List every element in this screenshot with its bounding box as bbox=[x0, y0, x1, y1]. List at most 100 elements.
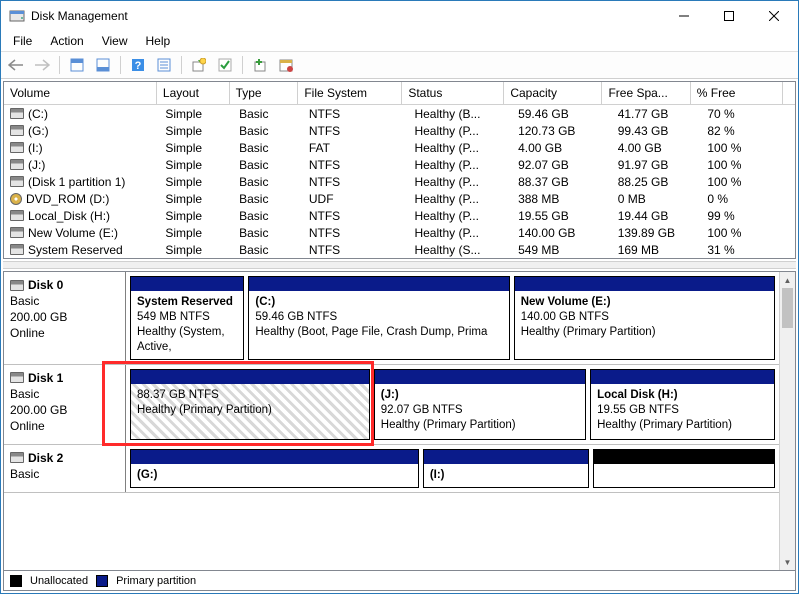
refresh-button[interactable] bbox=[188, 54, 210, 76]
help-button[interactable]: ? bbox=[127, 54, 149, 76]
partition[interactable]: (C:)59.46 GB NTFSHealthy (Boot, Page Fil… bbox=[248, 276, 509, 360]
volume-fs: NTFS bbox=[303, 123, 409, 139]
forward-button[interactable] bbox=[31, 54, 53, 76]
volume-row[interactable]: (J:)SimpleBasicNTFSHealthy (P...92.07 GB… bbox=[4, 156, 795, 173]
partition[interactable] bbox=[593, 449, 775, 488]
disk-partitions: (G:) (I:) bbox=[126, 445, 779, 492]
disk-label[interactable]: Disk 0Basic200.00 GBOnline bbox=[4, 272, 126, 364]
disk-icon bbox=[10, 372, 24, 383]
partition-title: System Reserved bbox=[137, 296, 233, 308]
partition-size: 19.55 GB NTFS bbox=[597, 404, 679, 416]
volume-row[interactable]: System ReservedSimpleBasicNTFSHealthy (S… bbox=[4, 241, 795, 258]
partition-title: (G:) bbox=[137, 469, 157, 481]
disk-icon bbox=[10, 280, 24, 291]
volume-icon bbox=[10, 176, 24, 187]
partition-stripe bbox=[249, 277, 508, 291]
settings-list-button[interactable] bbox=[153, 54, 175, 76]
pane-splitter[interactable] bbox=[3, 261, 796, 269]
volume-fs: NTFS bbox=[303, 157, 409, 173]
partition-stripe bbox=[515, 277, 774, 291]
volume-pctfree: 0 % bbox=[701, 191, 795, 207]
partition-stripe bbox=[424, 450, 588, 464]
back-button[interactable] bbox=[5, 54, 27, 76]
disk-label[interactable]: Disk 1Basic200.00 GBOnline bbox=[4, 365, 126, 444]
partition-health: Healthy (Boot, Page File, Crash Dump, Pr… bbox=[255, 326, 487, 338]
disk-type: Basic bbox=[10, 467, 119, 481]
volume-row[interactable]: (C:)SimpleBasicNTFSHealthy (B...59.46 GB… bbox=[4, 105, 795, 122]
col-layout[interactable]: Layout bbox=[157, 82, 230, 104]
col-type[interactable]: Type bbox=[230, 82, 299, 104]
partition-size: 92.07 GB NTFS bbox=[381, 404, 463, 416]
disk-size: 200.00 GB bbox=[10, 403, 119, 417]
close-button[interactable] bbox=[751, 2, 796, 30]
vertical-scrollbar[interactable]: ▲ ▼ bbox=[779, 272, 795, 570]
disk-state: Online bbox=[10, 419, 119, 433]
col-pctfree[interactable]: % Free bbox=[691, 82, 783, 104]
volume-free: 91.97 GB bbox=[612, 157, 702, 173]
col-volume[interactable]: Volume bbox=[4, 82, 157, 104]
properties-button[interactable] bbox=[275, 54, 297, 76]
partition[interactable]: (G:) bbox=[130, 449, 419, 488]
volume-pctfree: 82 % bbox=[701, 123, 795, 139]
col-filesystem[interactable]: File System bbox=[298, 82, 402, 104]
volume-icon bbox=[10, 193, 22, 205]
partition[interactable]: Local Disk (H:)19.55 GB NTFSHealthy (Pri… bbox=[590, 369, 775, 440]
menu-action[interactable]: Action bbox=[42, 32, 91, 50]
volume-list: Volume Layout Type File System Status Ca… bbox=[3, 81, 796, 259]
partition[interactable]: (J:)92.07 GB NTFSHealthy (Primary Partit… bbox=[374, 369, 586, 440]
volume-name: (Disk 1 partition 1) bbox=[28, 175, 125, 189]
volume-type: Basic bbox=[233, 140, 303, 156]
volume-capacity: 4.00 GB bbox=[512, 140, 612, 156]
volume-status: Healthy (P... bbox=[408, 191, 512, 207]
maximize-button[interactable] bbox=[706, 2, 751, 30]
partition[interactable]: 88.37 GB NTFSHealthy (Primary Partition) bbox=[130, 369, 370, 440]
partition-stripe bbox=[131, 277, 243, 291]
menu-file[interactable]: File bbox=[5, 32, 40, 50]
volume-row[interactable]: Local_Disk (H:)SimpleBasicNTFSHealthy (P… bbox=[4, 207, 795, 224]
partition-title: (J:) bbox=[381, 389, 399, 401]
volume-icon bbox=[10, 142, 24, 153]
partition-size: 59.46 GB NTFS bbox=[255, 311, 337, 323]
volume-row[interactable]: (Disk 1 partition 1)SimpleBasicNTFSHealt… bbox=[4, 173, 795, 190]
volume-row[interactable]: (I:)SimpleBasicFATHealthy (P...4.00 GB4.… bbox=[4, 139, 795, 156]
disk-partitions: 88.37 GB NTFSHealthy (Primary Partition)… bbox=[126, 365, 779, 444]
disk-row: Disk 0Basic200.00 GBOnlineSystem Reserve… bbox=[4, 272, 779, 365]
volume-row[interactable]: New Volume (E:)SimpleBasicNTFSHealthy (P… bbox=[4, 224, 795, 241]
view-top-button[interactable] bbox=[66, 54, 88, 76]
partition-health: Healthy (Primary Partition) bbox=[137, 404, 272, 416]
volume-free: 4.00 GB bbox=[612, 140, 702, 156]
volume-capacity: 388 MB bbox=[512, 191, 612, 207]
volume-name: (I:) bbox=[28, 141, 43, 155]
menu-view[interactable]: View bbox=[94, 32, 136, 50]
volume-fs: NTFS bbox=[303, 208, 409, 224]
menu-help[interactable]: Help bbox=[138, 32, 179, 50]
legend: Unallocated Primary partition bbox=[3, 571, 796, 591]
minimize-button[interactable] bbox=[661, 2, 706, 30]
disk-size: 200.00 GB bbox=[10, 310, 119, 324]
volume-name: (J:) bbox=[28, 158, 45, 172]
col-status[interactable]: Status bbox=[402, 82, 504, 104]
partition[interactable]: (I:) bbox=[423, 449, 589, 488]
volume-row[interactable]: DVD_ROM (D:)SimpleBasicUDFHealthy (P...3… bbox=[4, 190, 795, 207]
col-capacity[interactable]: Capacity bbox=[504, 82, 602, 104]
partition[interactable]: System Reserved549 MB NTFSHealthy (Syste… bbox=[130, 276, 244, 360]
disk-label[interactable]: Disk 2Basic bbox=[4, 445, 126, 492]
col-freespace[interactable]: Free Spa... bbox=[602, 82, 690, 104]
volume-free: 169 MB bbox=[612, 242, 702, 258]
volume-fs: NTFS bbox=[303, 225, 409, 241]
view-bottom-button[interactable] bbox=[92, 54, 114, 76]
partition-title: Local Disk (H:) bbox=[597, 389, 678, 401]
volume-capacity: 88.37 GB bbox=[512, 174, 612, 190]
new-volume-button[interactable] bbox=[249, 54, 271, 76]
action-check-button[interactable] bbox=[214, 54, 236, 76]
volume-pctfree: 100 % bbox=[701, 157, 795, 173]
volume-name: New Volume (E:) bbox=[28, 226, 118, 240]
legend-unalloc-swatch bbox=[10, 575, 22, 587]
app-icon bbox=[9, 8, 25, 24]
volume-icon bbox=[10, 227, 24, 238]
volume-row[interactable]: (G:)SimpleBasicNTFSHealthy (P...120.73 G… bbox=[4, 122, 795, 139]
volume-name: Local_Disk (H:) bbox=[28, 209, 110, 223]
volume-layout: Simple bbox=[159, 242, 233, 258]
partition-stripe bbox=[375, 370, 585, 384]
partition[interactable]: New Volume (E:)140.00 GB NTFSHealthy (Pr… bbox=[514, 276, 775, 360]
